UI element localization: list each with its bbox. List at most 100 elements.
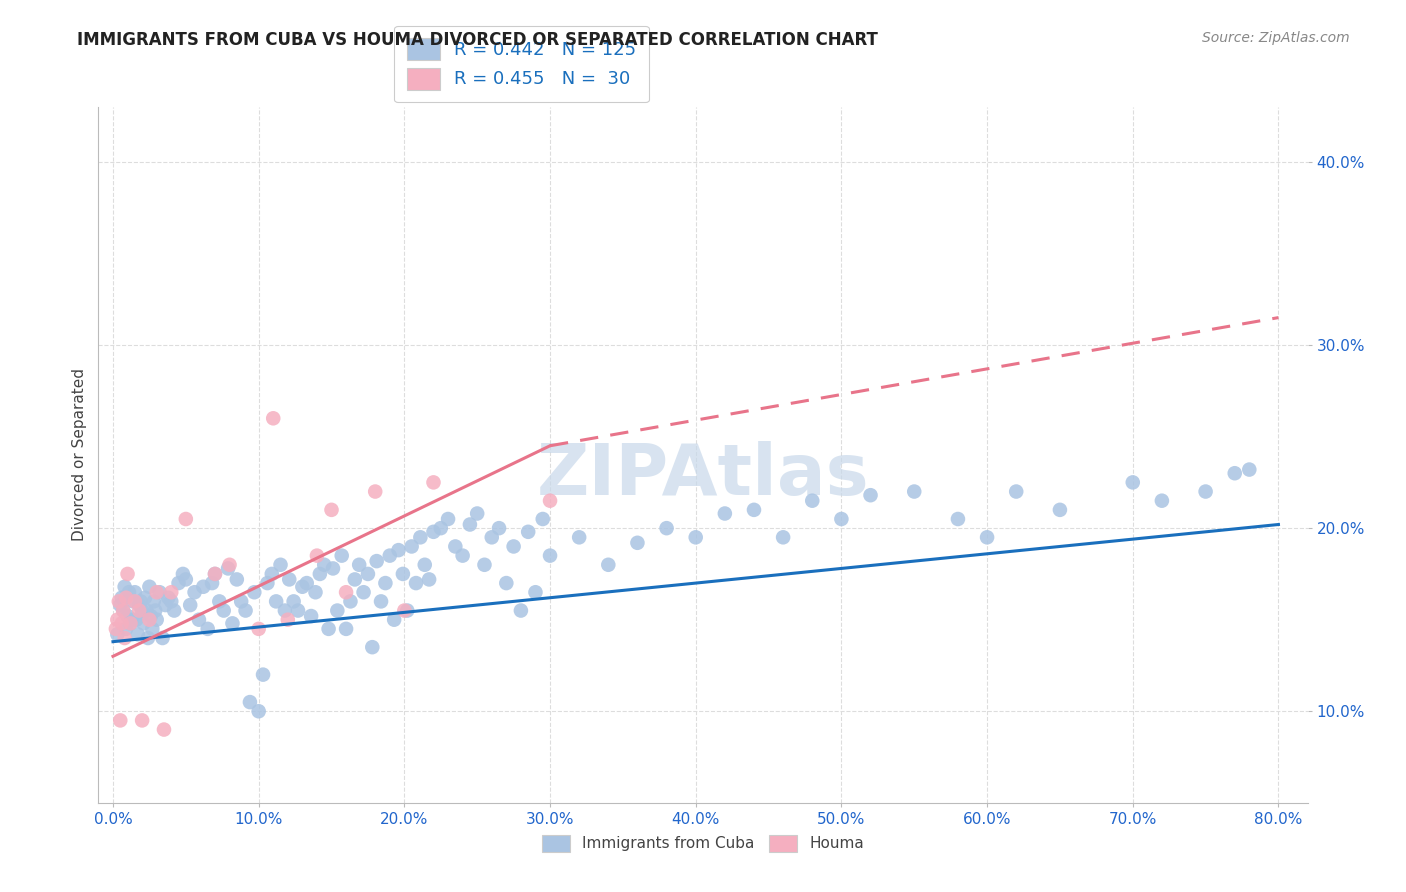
Point [112, 603, 135, 617]
Point [131, 603, 153, 617]
Point [742, 503, 765, 517]
Point [1122, 475, 1144, 490]
Point [174, 573, 197, 587]
Point [111, 616, 134, 631]
Point [685, 530, 707, 544]
Point [155, 598, 177, 612]
Point [458, 517, 481, 532]
Point [714, 507, 737, 521]
Point [278, 573, 301, 587]
Point [145, 585, 167, 599]
Point [160, 594, 183, 608]
Point [117, 566, 139, 581]
Point [524, 585, 547, 599]
Point [114, 580, 136, 594]
Point [143, 603, 166, 617]
Text: Source: ZipAtlas.com: Source: ZipAtlas.com [1202, 31, 1350, 45]
Point [291, 580, 314, 594]
Point [128, 603, 150, 617]
Point [270, 558, 292, 572]
Point [1150, 493, 1173, 508]
Point [110, 598, 132, 612]
Point [422, 475, 444, 490]
Point [138, 580, 160, 594]
Point [444, 540, 467, 554]
Point [318, 622, 340, 636]
Point [247, 622, 270, 636]
Point [502, 540, 524, 554]
Point [1194, 484, 1216, 499]
Point [474, 558, 496, 572]
Point [179, 598, 201, 612]
Point [538, 549, 561, 563]
Point [568, 530, 591, 544]
Point [451, 549, 474, 563]
Point [120, 616, 142, 631]
Point [135, 603, 157, 617]
Point [495, 576, 517, 591]
Point [221, 616, 243, 631]
Point [343, 573, 366, 587]
Point [538, 493, 561, 508]
Point [347, 558, 370, 572]
Point [252, 667, 274, 681]
Point [141, 622, 163, 636]
Point [201, 576, 224, 591]
Point [225, 573, 247, 587]
Point [437, 512, 460, 526]
Point [322, 561, 344, 575]
Point [394, 603, 416, 617]
Point [401, 540, 423, 554]
Point [378, 549, 401, 563]
Point [946, 512, 969, 526]
Point [830, 512, 852, 526]
Point [305, 549, 328, 563]
Point [115, 591, 138, 605]
Point [125, 613, 148, 627]
Point [231, 594, 253, 608]
Point [1049, 503, 1071, 517]
Point [330, 549, 353, 563]
Point [283, 594, 305, 608]
Point [145, 613, 167, 627]
Point [903, 484, 925, 499]
Point [105, 627, 128, 641]
Point [120, 616, 142, 631]
Point [108, 594, 131, 608]
Point [118, 585, 141, 599]
Point [308, 566, 330, 581]
Point [387, 543, 409, 558]
Point [247, 704, 270, 718]
Point [370, 594, 392, 608]
Point [208, 594, 231, 608]
Point [1005, 484, 1028, 499]
Point [859, 488, 882, 502]
Point [655, 521, 678, 535]
Point [124, 594, 146, 608]
Point [422, 524, 444, 539]
Point [105, 613, 128, 627]
Point [465, 507, 488, 521]
Point [115, 622, 138, 636]
Point [128, 598, 150, 612]
Point [374, 576, 396, 591]
Point [167, 576, 190, 591]
Point [204, 566, 226, 581]
Point [243, 585, 266, 599]
Point [163, 603, 186, 617]
Point [413, 558, 436, 572]
Point [131, 714, 153, 728]
Point [801, 493, 824, 508]
Point [104, 622, 127, 636]
Point [112, 603, 135, 617]
Point [256, 576, 278, 591]
Y-axis label: Divorced or Separated: Divorced or Separated [72, 368, 87, 541]
Text: IMMIGRANTS FROM CUBA VS HOUMA DIVORCED OR SEPARATED CORRELATION CHART: IMMIGRANTS FROM CUBA VS HOUMA DIVORCED O… [77, 31, 879, 49]
Point [142, 594, 165, 608]
Point [517, 524, 540, 539]
Point [531, 512, 554, 526]
Point [405, 576, 427, 591]
Point [149, 585, 172, 599]
Point [321, 503, 343, 517]
Point [124, 585, 146, 599]
